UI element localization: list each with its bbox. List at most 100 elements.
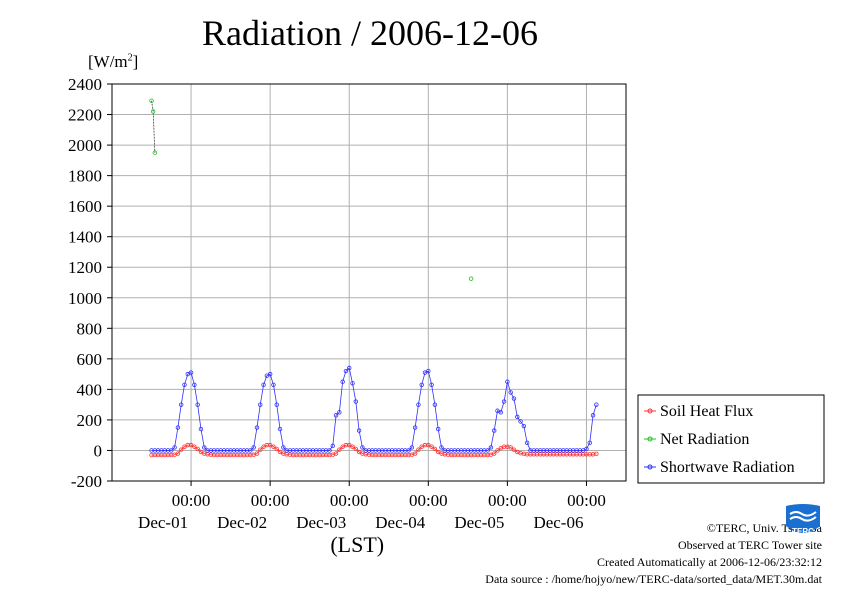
soil-heat-flux-point — [429, 444, 434, 449]
shortwave-radiation-point — [350, 381, 355, 386]
x-tick-time-label: 00:00 — [409, 491, 448, 510]
shortwave-radiation-point — [178, 402, 184, 407]
shortwave-radiation-point — [518, 419, 523, 424]
unit-suffix: ] — [132, 52, 139, 71]
x-tick-time-label: 00:00 — [172, 491, 211, 510]
y-tick-label: 2000 — [68, 136, 102, 155]
soil-heat-flux-point — [350, 444, 355, 449]
soil-heat-flux-point — [258, 447, 263, 452]
x-tick-time-label: 00:00 — [488, 491, 527, 510]
shortwave-radiation-point — [435, 426, 441, 432]
soil-heat-flux-point — [416, 447, 421, 452]
shortwave-radiation-point — [360, 445, 365, 450]
x-axis-title: (LST) — [330, 532, 384, 557]
y-tick-label: 0 — [94, 441, 103, 460]
shortwave-radiation-point — [175, 425, 181, 430]
shortwave-radiation-point — [169, 448, 174, 453]
shortwave-radiation-point — [416, 402, 421, 407]
x-tick-date-label: Dec-03 — [296, 513, 346, 532]
shortwave-radiation-point — [274, 402, 279, 407]
soil-heat-flux-point — [271, 444, 276, 449]
legend-label: Soil Heat Flux — [660, 403, 753, 420]
shortwave-radiation-point — [188, 370, 194, 375]
shortwave-radiation-point — [202, 445, 207, 450]
shortwave-radiation-line — [151, 367, 597, 451]
soil-heat-flux-point — [508, 445, 513, 450]
x-tick-time-label: 00:00 — [251, 491, 290, 510]
legend-swatch-marker — [647, 408, 653, 414]
soil-heat-flux-point — [412, 451, 418, 456]
shortwave-radiation-point — [330, 443, 335, 449]
x-tick-date-label: Dec-01 — [138, 513, 188, 532]
shortwave-radiation-point — [172, 445, 177, 450]
soil-heat-flux-point — [511, 447, 517, 452]
y-tick-label: 2400 — [68, 75, 102, 94]
shortwave-radiation-point — [251, 445, 256, 450]
shortwave-radiation-point — [412, 425, 418, 430]
shortwave-radiation-point — [327, 448, 332, 453]
shortwave-radiation-point — [587, 440, 592, 446]
shortwave-radiation-point — [524, 440, 530, 446]
shortwave-radiation-point — [340, 379, 345, 384]
shortwave-radiation-point — [439, 445, 444, 450]
shortwave-radiation-point — [261, 382, 266, 388]
soil-heat-flux-point — [175, 451, 181, 456]
terc-logo: TERC — [784, 504, 822, 538]
y-tick-label: 1200 — [68, 258, 102, 277]
shortwave-radiation-point — [498, 410, 503, 415]
observed-text: Observed at TERC Tower site — [677, 538, 822, 552]
soil-heat-flux-point — [492, 451, 497, 456]
shortwave-radiation-point — [426, 368, 431, 374]
net-radiation-point — [152, 150, 158, 155]
shortwave-radiation-point — [432, 402, 438, 407]
shortwave-radiation-point — [505, 379, 510, 384]
soil-heat-flux-point — [274, 446, 279, 452]
shortwave-radiation-point — [406, 448, 411, 453]
shortwave-radiation-point — [343, 368, 349, 374]
x-tick-date-label: Dec-02 — [217, 513, 267, 532]
shortwave-radiation-point — [584, 446, 589, 452]
soil-heat-flux-point — [333, 451, 339, 456]
shortwave-radiation-point — [511, 396, 517, 401]
net-radiation-line — [151, 100, 156, 153]
shortwave-radiation-point — [419, 382, 424, 388]
shortwave-radiation-point — [594, 402, 599, 407]
y-tick-label: 1000 — [68, 289, 102, 308]
soil-heat-flux-point — [594, 451, 599, 457]
x-tick-time-label: 00:00 — [567, 491, 606, 510]
y-tick-label: 1800 — [68, 167, 102, 186]
shortwave-radiation-point — [192, 382, 197, 388]
shortwave-radiation-point — [353, 399, 359, 404]
shortwave-radiation-point — [492, 428, 497, 433]
legend-box — [637, 394, 825, 484]
y-tick-label: 200 — [77, 411, 103, 430]
y-tick-label: 1400 — [68, 228, 102, 247]
shortwave-radiation-point — [409, 445, 415, 450]
y-tick-label: 800 — [77, 319, 103, 338]
soil-heat-flux-point — [254, 451, 260, 456]
legend-swatch-marker — [647, 464, 653, 470]
shortwave-radiation-point — [281, 445, 286, 450]
logo-text: TERC — [792, 527, 814, 536]
shortwave-radiation-point — [347, 365, 352, 371]
shortwave-radiation-point — [356, 428, 362, 433]
unit-superscript: 2 — [127, 52, 133, 64]
shortwave-radiation-point — [485, 448, 490, 453]
legend-swatch-marker — [647, 436, 653, 442]
created-text: Created Automatically at 2006-12-06/23:3… — [597, 555, 822, 569]
unit-prefix: [W/m — [88, 52, 128, 71]
y-tick-label: 1600 — [68, 197, 102, 216]
soil-heat-flux-point — [353, 446, 359, 452]
shortwave-radiation-point — [590, 413, 596, 418]
x-tick-date-label: Dec-05 — [454, 513, 504, 532]
shortwave-radiation-point — [182, 382, 187, 388]
shortwave-radiation-point — [277, 426, 283, 432]
shortwave-radiation-point — [521, 423, 527, 429]
soil-heat-flux-point — [432, 446, 438, 452]
chart-title: Radiation / 2006-12-06 — [202, 13, 538, 53]
shortwave-radiation-point — [267, 371, 273, 377]
net-radiation-point — [150, 109, 156, 114]
shortwave-radiation-point — [198, 426, 204, 432]
legend-label: Net Radiation — [660, 431, 749, 448]
y-tick-label: 2200 — [68, 106, 102, 125]
